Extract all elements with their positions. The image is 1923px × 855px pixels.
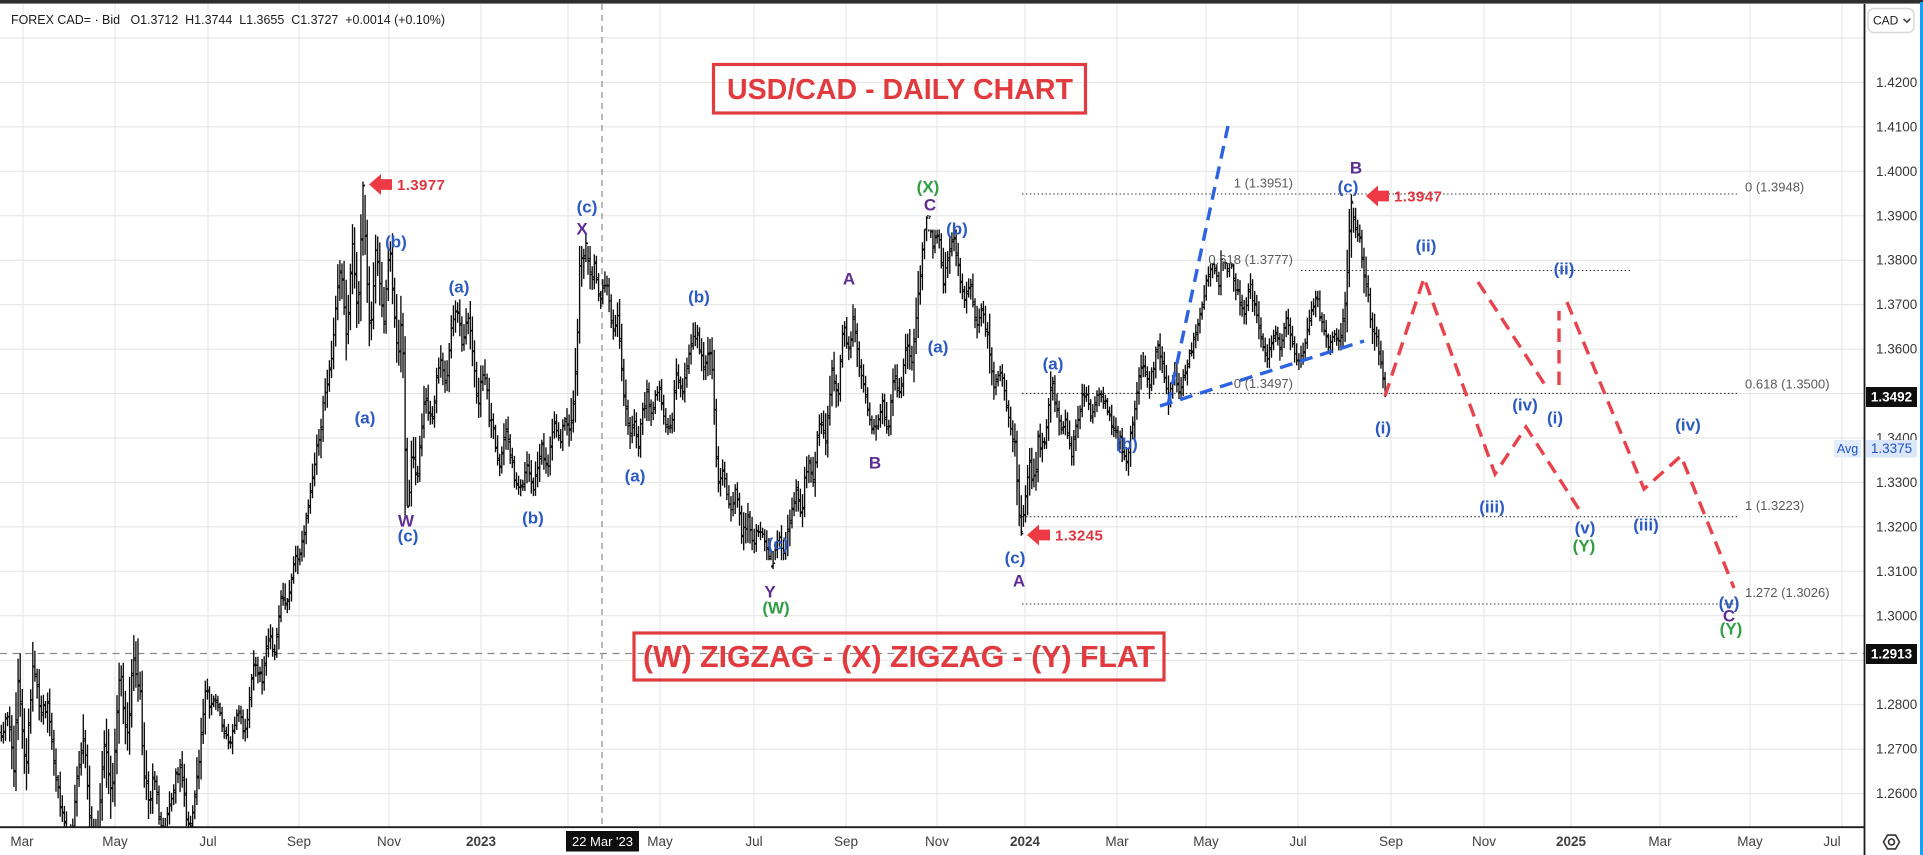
svg-text:X: X xyxy=(576,220,588,239)
svg-text:(iv): (iv) xyxy=(1512,396,1538,415)
svg-text:Nov: Nov xyxy=(377,834,401,849)
svg-text:1.3200: 1.3200 xyxy=(1876,519,1917,534)
svg-text:1.3947: 1.3947 xyxy=(1394,189,1442,206)
svg-text:0 (1.3497): 0 (1.3497) xyxy=(1234,376,1293,391)
svg-text:Jul: Jul xyxy=(1289,834,1306,849)
svg-text:(c): (c) xyxy=(577,198,598,217)
svg-text:Mar: Mar xyxy=(10,834,34,849)
svg-text:1.3600: 1.3600 xyxy=(1876,342,1917,357)
svg-text:(b): (b) xyxy=(1116,435,1138,454)
svg-text:2025: 2025 xyxy=(1556,834,1587,849)
svg-text:Sep: Sep xyxy=(1379,834,1403,849)
svg-text:May: May xyxy=(1737,834,1763,849)
svg-text:1.3700: 1.3700 xyxy=(1876,297,1917,312)
svg-text:1.3245: 1.3245 xyxy=(1055,528,1103,545)
svg-text:FOREX CAD= · Bid O1.3712 H1: FOREX CAD= · Bid O1.3712 H1.3744 L1.3655… xyxy=(11,12,445,27)
svg-text:2024: 2024 xyxy=(1010,834,1041,849)
svg-text:May: May xyxy=(102,834,128,849)
svg-text:Mar: Mar xyxy=(1105,834,1129,849)
svg-text:(Y): (Y) xyxy=(1573,537,1596,556)
svg-text:22 Mar '23: 22 Mar '23 xyxy=(572,834,633,849)
svg-text:(c): (c) xyxy=(1005,549,1026,568)
svg-text:0.618 (1.3777): 0.618 (1.3777) xyxy=(1208,252,1293,267)
svg-text:Jul: Jul xyxy=(745,834,762,849)
svg-text:1.3492: 1.3492 xyxy=(1871,390,1912,405)
svg-text:1.3800: 1.3800 xyxy=(1876,253,1917,268)
svg-text:(W): (W) xyxy=(762,599,789,618)
svg-text:(Y): (Y) xyxy=(1720,620,1743,639)
svg-text:(b): (b) xyxy=(522,509,544,528)
svg-text:1.3900: 1.3900 xyxy=(1876,208,1917,223)
svg-text:(a): (a) xyxy=(928,338,949,357)
svg-text:(iii): (iii) xyxy=(1633,516,1659,535)
svg-text:1.2700: 1.2700 xyxy=(1876,742,1917,757)
svg-text:1.272 (1.3026): 1.272 (1.3026) xyxy=(1745,585,1830,600)
svg-text:May: May xyxy=(647,834,673,849)
svg-text:1.3375: 1.3375 xyxy=(1871,441,1912,456)
svg-text:(v): (v) xyxy=(1575,519,1596,538)
svg-text:1.3977: 1.3977 xyxy=(397,177,445,194)
svg-text:(a): (a) xyxy=(1043,355,1064,374)
svg-text:1.3300: 1.3300 xyxy=(1876,475,1917,490)
svg-text:B: B xyxy=(869,454,881,473)
svg-text:Y: Y xyxy=(764,583,776,602)
svg-text:1.3000: 1.3000 xyxy=(1876,608,1917,623)
svg-text:(X): (X) xyxy=(917,178,940,197)
svg-text:1.4000: 1.4000 xyxy=(1876,164,1917,179)
svg-text:CAD: CAD xyxy=(1873,14,1899,28)
svg-text:May: May xyxy=(1193,834,1219,849)
svg-text:(b): (b) xyxy=(946,220,968,239)
svg-text:(iii): (iii) xyxy=(1479,498,1505,517)
svg-text:Mar: Mar xyxy=(1648,834,1672,849)
svg-text:A: A xyxy=(1013,572,1025,591)
svg-text:0 (1.3948): 0 (1.3948) xyxy=(1745,180,1804,195)
svg-text:(v): (v) xyxy=(1719,594,1740,613)
svg-text:Nov: Nov xyxy=(1472,834,1496,849)
svg-text:0.618 (1.3500): 0.618 (1.3500) xyxy=(1745,377,1830,392)
svg-text:(a): (a) xyxy=(625,467,646,486)
svg-text:(b): (b) xyxy=(688,288,710,307)
svg-text:(i): (i) xyxy=(1547,409,1563,428)
svg-text:1 (1.3951): 1 (1.3951) xyxy=(1234,176,1293,191)
svg-text:(W) ZIGZAG - (X) ZIGZAG - (Y): (W) ZIGZAG - (X) ZIGZAG - (Y) FLAT xyxy=(643,640,1155,674)
svg-text:C: C xyxy=(1723,607,1735,626)
svg-text:1.4200: 1.4200 xyxy=(1876,75,1917,90)
svg-text:(c): (c) xyxy=(398,527,419,546)
svg-text:(a): (a) xyxy=(449,278,470,297)
svg-text:1.2800: 1.2800 xyxy=(1876,697,1917,712)
svg-text:(i): (i) xyxy=(1375,419,1391,438)
svg-text:B: B xyxy=(1350,159,1362,178)
svg-text:C: C xyxy=(924,196,936,215)
svg-text:USD/CAD - DAILY CHART: USD/CAD - DAILY CHART xyxy=(727,74,1073,106)
svg-text:(a): (a) xyxy=(355,409,376,428)
svg-text:2023: 2023 xyxy=(466,834,497,849)
svg-text:1.2600: 1.2600 xyxy=(1876,786,1917,801)
svg-text:Avg: Avg xyxy=(1837,442,1858,456)
svg-text:1.2913: 1.2913 xyxy=(1871,647,1913,662)
svg-text:(iv): (iv) xyxy=(1675,416,1701,435)
svg-text:A: A xyxy=(843,270,855,289)
svg-text:(b): (b) xyxy=(385,233,407,252)
svg-text:W: W xyxy=(398,512,415,531)
svg-text:Sep: Sep xyxy=(834,834,858,849)
svg-text:Jul: Jul xyxy=(199,834,216,849)
svg-text:Sep: Sep xyxy=(287,834,311,849)
svg-text:Jul: Jul xyxy=(1823,834,1840,849)
svg-text:(ii): (ii) xyxy=(1554,260,1575,279)
svg-text:(ii): (ii) xyxy=(1416,237,1437,256)
svg-text:(c): (c) xyxy=(1338,178,1359,197)
svg-text:1 (1.3223): 1 (1.3223) xyxy=(1745,498,1804,513)
svg-text:Nov: Nov xyxy=(925,834,949,849)
svg-text:1.4100: 1.4100 xyxy=(1876,119,1917,134)
svg-text:1.3100: 1.3100 xyxy=(1876,564,1917,579)
svg-text:(c): (c) xyxy=(768,535,789,554)
